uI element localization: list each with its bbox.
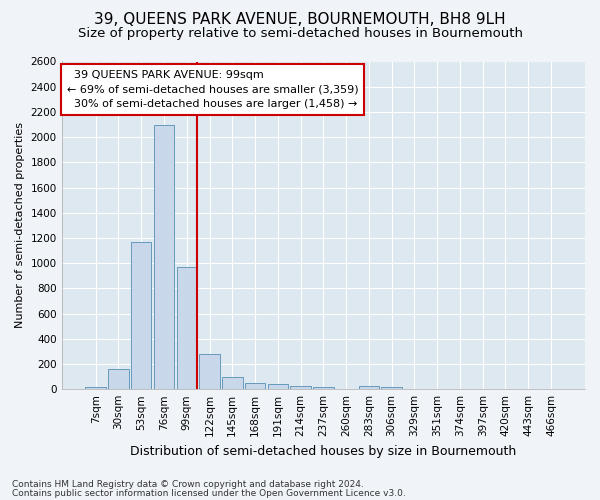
Text: 39, QUEENS PARK AVENUE, BOURNEMOUTH, BH8 9LH: 39, QUEENS PARK AVENUE, BOURNEMOUTH, BH8… [94, 12, 506, 28]
Bar [268, 384, 288, 389]
X-axis label: Distribution of semi-detached houses by size in Bournemouth: Distribution of semi-detached houses by … [130, 444, 517, 458]
Bar [176, 267, 197, 389]
Bar [359, 386, 379, 389]
Bar [245, 383, 265, 389]
Y-axis label: Number of semi-detached properties: Number of semi-detached properties [15, 122, 25, 328]
Text: Contains public sector information licensed under the Open Government Licence v3: Contains public sector information licen… [12, 489, 406, 498]
Text: Contains HM Land Registry data © Crown copyright and database right 2024.: Contains HM Land Registry data © Crown c… [12, 480, 364, 489]
Bar [131, 242, 151, 389]
Bar [154, 124, 174, 389]
Bar [222, 376, 242, 389]
Text: Size of property relative to semi-detached houses in Bournemouth: Size of property relative to semi-detach… [77, 28, 523, 40]
Bar [313, 386, 334, 389]
Bar [199, 354, 220, 389]
Bar [108, 369, 129, 389]
Bar [85, 386, 106, 389]
Bar [382, 386, 402, 389]
Bar [290, 386, 311, 389]
Text: 39 QUEENS PARK AVENUE: 99sqm
← 69% of semi-detached houses are smaller (3,359)
 : 39 QUEENS PARK AVENUE: 99sqm ← 69% of se… [67, 70, 359, 110]
